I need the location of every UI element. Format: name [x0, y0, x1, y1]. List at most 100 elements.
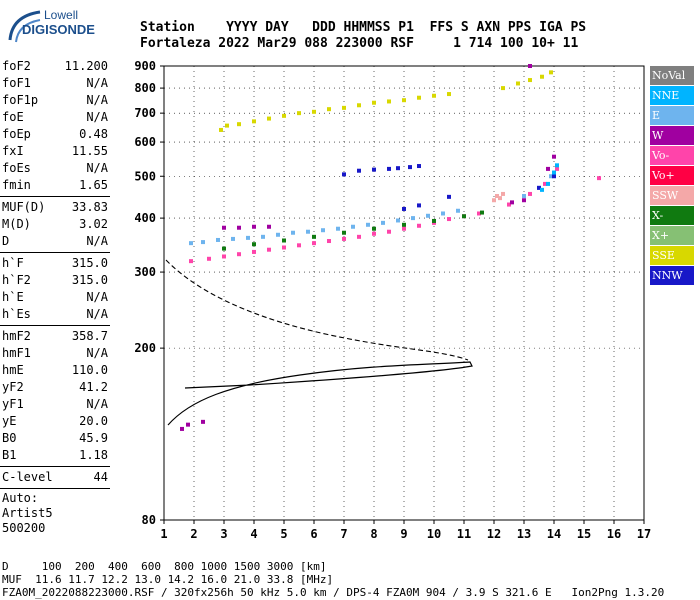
echo-point [297, 243, 301, 248]
echo-point [219, 127, 223, 132]
param-key: hmE [2, 363, 24, 377]
echo-point [417, 223, 421, 228]
echo-point [276, 232, 280, 237]
echo-point [552, 170, 556, 175]
param-b0: B0 45.9 [0, 430, 110, 447]
param-value: 44 [93, 470, 108, 484]
echo-point [312, 241, 316, 246]
param-yf1: yF1 N/A [0, 396, 110, 413]
x-tick-label: 9 [400, 527, 407, 541]
param-key: h`Es [2, 307, 31, 321]
y-tick-label: 600 [134, 135, 156, 149]
echo-point [291, 230, 295, 235]
echo-point [441, 211, 445, 216]
echo-point [321, 228, 325, 233]
logo-line2: DIGISONDE [22, 22, 95, 37]
echo-point [282, 113, 286, 118]
footer-distance-row: D 100 200 400 600 800 1000 1500 3000 [km… [2, 560, 327, 573]
echo-point [201, 240, 205, 245]
echo-point [327, 239, 331, 244]
echo-point [252, 119, 256, 124]
echo-point [402, 226, 406, 231]
param-value: 315.0 [71, 256, 108, 270]
echo-point [396, 166, 400, 171]
param-key: foF1p [2, 93, 39, 107]
x-axis: 1 2 3 4 5 6 7 8 9 10 11 12 13 14 15 16 17 [160, 520, 651, 541]
param-he: h`E N/A [0, 289, 110, 306]
param-value: 0.48 [79, 127, 108, 141]
echo-point [552, 154, 556, 159]
echo-point [222, 254, 226, 259]
echo-point [189, 259, 193, 264]
x-tick-label: 3 [220, 527, 227, 541]
legend-item-sse: SSE [650, 246, 694, 265]
x-tick-label: 13 [517, 527, 531, 541]
param-value: N/A [86, 161, 108, 175]
param-separator [0, 325, 110, 326]
echo-point [222, 246, 226, 251]
echo-point [432, 218, 436, 223]
param-key: h`F [2, 256, 24, 270]
param-foep: foEp 0.48 [0, 126, 110, 143]
param-key: yF1 [2, 397, 24, 411]
echo-point [372, 100, 376, 105]
param-value: 20.0 [79, 414, 108, 428]
param-key: fxI [2, 144, 24, 158]
echo-point [267, 116, 271, 121]
param-key: foF1 [2, 76, 31, 90]
param-value: 1.18 [79, 448, 108, 462]
param-value: 41.2 [79, 380, 108, 394]
echo-point [351, 224, 355, 229]
param-fof2: foF2 11.200 [0, 58, 110, 75]
param-fof1p: foF1p N/A [0, 92, 110, 109]
param-foes: foEs N/A [0, 160, 110, 177]
param-key: foE [2, 110, 24, 124]
param-key: hmF1 [2, 346, 31, 360]
echo-point [540, 187, 544, 192]
echo-point [540, 74, 544, 79]
param-key: MUF(D) [2, 200, 46, 214]
footer: D 100 200 400 600 800 1000 1500 3000 [km… [2, 560, 664, 599]
echo-point [222, 225, 226, 230]
echo-point [522, 198, 526, 203]
header-row2: Fortaleza 2022 Mar29 088 223000 RSF 1 71… [140, 36, 579, 51]
echo-point [357, 103, 361, 108]
param-separator [0, 488, 110, 489]
param-key: h`F2 [2, 273, 31, 287]
param-fmin: fmin 1.65 [0, 177, 110, 194]
param-value: N/A [86, 307, 108, 321]
legend-item-nne: NNE [650, 86, 694, 105]
echo-point [231, 236, 235, 241]
echo-point [402, 98, 406, 103]
param-value: 3.02 [79, 217, 108, 231]
echo-point [462, 214, 466, 219]
param-value: 33.83 [71, 200, 108, 214]
muf-profile-dashed-line [165, 259, 469, 361]
echo-point [510, 200, 514, 205]
echo-point [426, 213, 430, 218]
echo-point [282, 238, 286, 243]
param-value: 315.0 [71, 273, 108, 287]
param-key: foEp [2, 127, 31, 141]
echo-point [297, 111, 301, 116]
param-key: foF2 [2, 59, 31, 73]
echo-point [342, 105, 346, 110]
param-key: yE [2, 414, 17, 428]
echo-point [507, 202, 511, 207]
x-tick-label: 12 [487, 527, 501, 541]
x-tick-label: 6 [310, 527, 317, 541]
param-key: B1 [2, 448, 17, 462]
x-tick-label: 1 [160, 527, 167, 541]
echo-point [252, 242, 256, 247]
param-value: N/A [86, 93, 108, 107]
echo-point [387, 99, 391, 104]
echo-point [528, 64, 532, 68]
echo-point [342, 230, 346, 235]
param-key: B0 [2, 431, 17, 445]
echo-point [381, 220, 385, 225]
echo-point [387, 166, 391, 171]
legend-item-nnw: NNW [650, 266, 694, 285]
echo-point [342, 236, 346, 241]
echo-point [402, 222, 406, 227]
